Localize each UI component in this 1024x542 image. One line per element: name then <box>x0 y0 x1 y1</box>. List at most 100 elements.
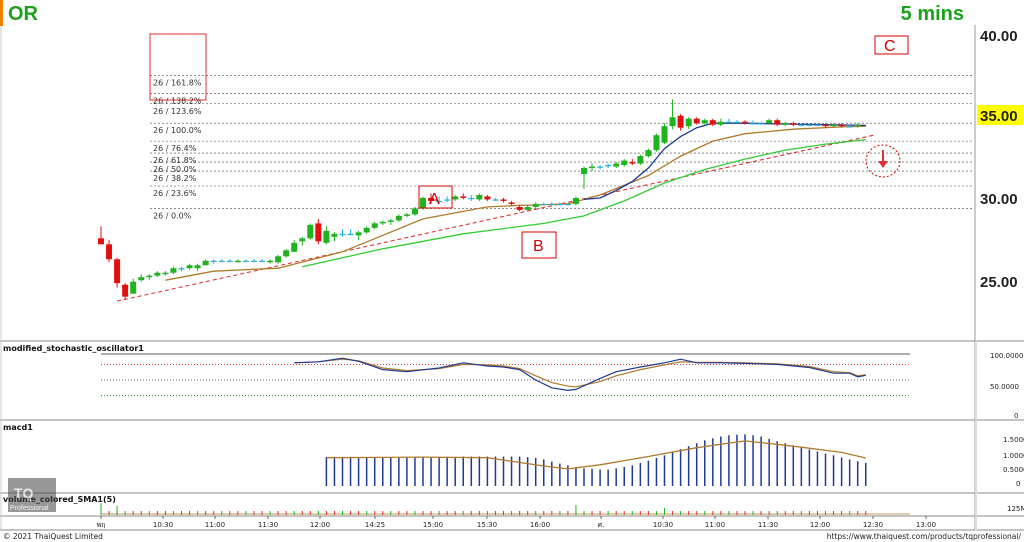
svg-text:Professional: Professional <box>10 505 49 512</box>
candle-body <box>226 260 233 262</box>
candle-body <box>717 121 724 125</box>
candle-body <box>444 199 451 201</box>
candle-body <box>725 121 732 123</box>
candle-body <box>685 118 692 127</box>
candle <box>234 259 241 263</box>
candle-body <box>806 124 813 126</box>
macd-axis-label: 1.0000 <box>1003 452 1024 460</box>
candle-body <box>460 196 467 198</box>
candle <box>411 206 418 216</box>
time-tick-label: 12:30 <box>863 521 883 529</box>
candle <box>395 214 402 222</box>
stochastic-axis-label: 100.0000 <box>990 352 1023 360</box>
stochastic-axis-label: 50.0000 <box>990 383 1019 391</box>
candle-body <box>532 203 539 207</box>
candle-body <box>403 214 410 216</box>
candle-body <box>371 223 378 228</box>
current-price-box <box>977 105 1023 125</box>
candle <box>806 123 813 127</box>
candle <box>162 271 169 276</box>
candle <box>154 271 161 278</box>
time-tick-label: 13:00 <box>916 521 936 529</box>
candle <box>814 123 821 127</box>
candle <box>532 202 539 209</box>
annotation-b-box <box>521 231 557 259</box>
candle-body <box>661 126 668 143</box>
candle <box>508 200 515 206</box>
candle <box>822 123 829 128</box>
candle-body <box>581 168 587 175</box>
fib-level-label: 26 / 50.0% <box>153 165 197 174</box>
candle-body <box>154 272 161 276</box>
candle <box>484 194 491 201</box>
footer-url: https://www.thaiquest.com/products/tqpro… <box>827 532 1022 541</box>
stochastic-d-line <box>294 358 866 388</box>
candle-body <box>709 120 716 125</box>
candle-body <box>250 260 257 262</box>
candle-body <box>299 238 306 242</box>
candle <box>331 232 338 242</box>
candle-body <box>210 260 217 262</box>
candle-body <box>508 202 515 204</box>
candle <box>564 202 571 206</box>
macd-histogram <box>325 434 867 486</box>
candle <box>299 236 306 246</box>
candle-body <box>186 265 193 269</box>
candle-body <box>629 162 636 164</box>
candle-body <box>452 196 459 200</box>
candle-body <box>484 196 491 200</box>
candle-body <box>347 233 354 236</box>
candle-body <box>742 121 748 124</box>
candle-body <box>194 265 201 269</box>
candle <box>677 114 684 131</box>
candle <box>114 257 121 288</box>
candle <box>452 194 459 201</box>
candle <box>556 202 563 206</box>
candle-body <box>355 232 362 236</box>
candle-body <box>589 166 596 169</box>
candle-body <box>259 260 265 262</box>
candle-body <box>548 203 555 206</box>
stochastic-lines <box>101 353 910 397</box>
candle-body <box>476 194 483 200</box>
candle <box>846 124 853 128</box>
candle <box>838 123 845 128</box>
copyright-text: © 2021 ThaiQuest Limited <box>3 532 103 541</box>
candle <box>210 259 217 264</box>
candle-body <box>291 242 298 252</box>
candle <box>589 163 596 172</box>
fib-level-label: 26 / 100.0% <box>153 126 202 135</box>
svg-text:TQ: TQ <box>14 485 34 501</box>
candle <box>637 154 644 166</box>
volume-panel-title: volume_colored_SMA1(5) <box>3 495 116 504</box>
candle <box>645 148 652 158</box>
timeframe-label: 5 mins <box>901 3 964 25</box>
stochastic-axis-label: 0 <box>1014 412 1018 420</box>
candle-body <box>242 260 249 262</box>
candle-body <box>597 166 604 168</box>
annotation-a: A <box>429 191 440 208</box>
candle-body <box>790 123 797 125</box>
candle <box>250 259 257 263</box>
candle <box>524 205 531 212</box>
candle-body <box>693 118 700 124</box>
candle-body <box>387 220 394 222</box>
down-arrow-icon <box>878 150 888 168</box>
candle-body <box>170 268 177 273</box>
candle-body <box>202 260 209 266</box>
candle <box>548 202 555 206</box>
candle <box>283 248 290 258</box>
candle <box>766 118 773 125</box>
candle <box>725 118 732 124</box>
candle <box>516 205 523 212</box>
candle <box>597 165 604 170</box>
candle <box>178 266 185 272</box>
candle-body <box>798 124 805 126</box>
candle-body <box>130 281 137 294</box>
fib-level-label: 26 / 38.2% <box>153 174 197 183</box>
candle-body <box>468 197 475 200</box>
fib-level-label: 26 / 76.4% <box>153 144 197 153</box>
candle <box>170 266 177 275</box>
